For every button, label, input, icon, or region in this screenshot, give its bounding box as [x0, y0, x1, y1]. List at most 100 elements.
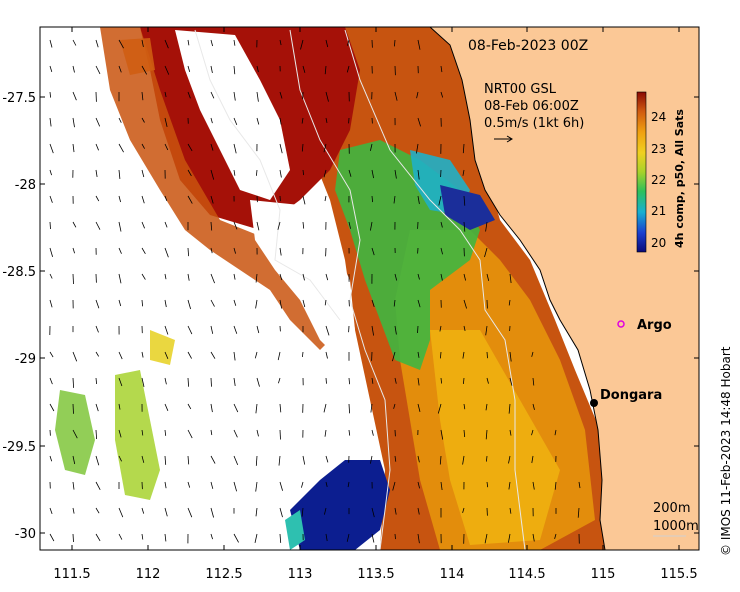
current-vector: [141, 377, 145, 387]
current-vector: [187, 299, 191, 310]
current-vector: [302, 169, 304, 176]
current-vector: [346, 65, 350, 73]
x-tick-label: 113.5: [357, 567, 394, 582]
current-vector: [509, 429, 512, 436]
current-vector: [323, 169, 327, 178]
current-vector: [95, 351, 100, 357]
current-vector: [118, 247, 122, 254]
colorbar-tick: 23: [651, 142, 666, 156]
contour-200m: [344, 29, 526, 550]
current-vector: [417, 377, 420, 386]
current-vector: [256, 169, 258, 176]
current-vector: [72, 533, 74, 543]
current-vector: [325, 533, 328, 542]
current-vector: [187, 351, 192, 359]
current-vector: [187, 273, 190, 281]
current-vector: [463, 403, 466, 410]
current-vector: [118, 377, 123, 387]
current-vector: [255, 299, 258, 309]
depth-contours: [194, 29, 526, 550]
current-vector: [279, 169, 282, 178]
current-vector: [164, 403, 169, 411]
current-vector: [325, 377, 327, 384]
x-tick-label: 112.5: [205, 567, 242, 582]
current-vector: [141, 455, 145, 463]
current-vector: [210, 195, 214, 204]
current-vector: [486, 377, 489, 384]
current-vector: [210, 481, 214, 489]
current-vector: [49, 143, 54, 154]
current-vector: [370, 455, 373, 464]
current-vector: [210, 221, 213, 231]
sst-blue-patch: [440, 185, 495, 230]
current-vector: [95, 221, 101, 230]
current-vector: [279, 247, 282, 256]
current-vector: [256, 91, 259, 102]
current-vector: [417, 403, 421, 412]
x-tick-label: 113: [288, 567, 313, 582]
current-vector: [440, 429, 444, 440]
current-vector: [393, 299, 396, 307]
current-vector: [210, 117, 213, 124]
current-vector: [164, 351, 169, 359]
current-vector: [371, 377, 374, 384]
current-vector: [325, 481, 328, 487]
current-vector: [279, 403, 282, 413]
current-vector: [164, 377, 167, 385]
current-vector: [141, 195, 145, 204]
current-vector: [72, 507, 75, 514]
current-vector: [348, 403, 350, 414]
y-tick-label: -30: [15, 527, 36, 542]
current-vector: [578, 481, 581, 489]
y-tick-label: -29.5: [2, 440, 36, 455]
current-vector: [323, 403, 327, 413]
sst-pixel-patch: [120, 38, 155, 75]
current-vector: [393, 195, 396, 204]
current-vector: [187, 377, 189, 387]
current-vector: [440, 481, 443, 491]
current-vector: [325, 351, 328, 359]
current-vector: [394, 39, 396, 47]
current-vector: [394, 273, 398, 281]
current-vector: [577, 507, 580, 518]
current-vector: [256, 221, 260, 231]
current-vector: [463, 273, 466, 281]
current-vector: [164, 221, 168, 228]
current-vector: [255, 481, 258, 492]
current-vector: [72, 221, 77, 228]
current-vector: [49, 351, 54, 358]
current-vector: [118, 195, 121, 203]
current-vector: [300, 39, 304, 50]
sst-offshore-patches: [115, 370, 160, 500]
sst-cold-pool: [290, 460, 390, 550]
current-vector: [210, 455, 216, 464]
current-vector: [95, 481, 101, 490]
current-vector: [164, 429, 167, 436]
current-vector: [371, 299, 375, 308]
x-tick-label: 115: [591, 567, 616, 582]
current-vector: [72, 65, 75, 73]
colorbar-tick: 21: [651, 204, 666, 218]
current-vector: [302, 455, 306, 465]
current-vector: [233, 481, 237, 492]
current-vector: [394, 455, 397, 462]
current-vector: [485, 325, 488, 336]
current-vector: [509, 377, 513, 386]
current-vector: [416, 91, 419, 99]
current-vector: [164, 195, 168, 201]
current-vector: [394, 91, 398, 101]
current-vector: [531, 455, 534, 464]
contour-legend-200m: 200m: [653, 501, 690, 516]
x-axis: 111.5 112 112.5 113 113.5 114 114.5 115 115.5: [53, 27, 698, 582]
current-vector: [508, 533, 511, 543]
current-vector: [210, 65, 213, 73]
current-vector: [254, 351, 258, 359]
current-vector: [210, 507, 214, 518]
current-vector: [416, 143, 419, 154]
current-vector: [279, 299, 282, 309]
current-vector: [210, 429, 213, 436]
current-vector: [463, 195, 466, 206]
current-vector: [72, 351, 78, 362]
colorbar-label: 4h comp, p50, All Sats: [673, 109, 686, 248]
plot-border: [39, 26, 700, 551]
